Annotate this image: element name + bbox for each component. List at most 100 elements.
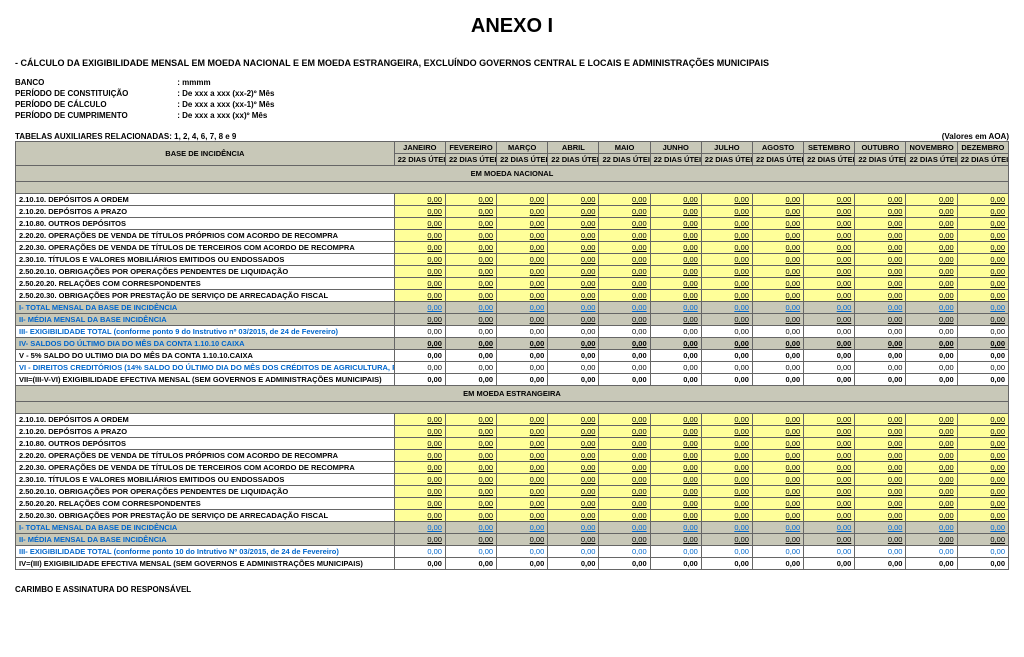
- cell-value: 0,00: [804, 314, 855, 326]
- cell-value: 0,00: [650, 534, 701, 546]
- cell-value: 0,00: [548, 450, 599, 462]
- table-row: 2.10.80. OUTROS DEPÓSITOS0,000,000,000,0…: [16, 438, 1009, 450]
- table-row: VII=(III-V-VI) EXIGIBILIDADE EFECTIVA ME…: [16, 374, 1009, 386]
- cell-value: 0,00: [752, 534, 803, 546]
- month-header: OUTUBRO: [855, 142, 906, 154]
- cell-value: 0,00: [906, 450, 957, 462]
- cell-value: 0,00: [650, 242, 701, 254]
- cell-value: 0,00: [752, 450, 803, 462]
- table-row: IV=(III) EXIGIBILIDADE EFECTIVA MENSAL (…: [16, 558, 1009, 570]
- cell-value: 0,00: [701, 498, 752, 510]
- cell-value: 0,00: [497, 242, 548, 254]
- cell-value: 0,00: [855, 266, 906, 278]
- cell-value: 0,00: [497, 438, 548, 450]
- meta-periodo-cump-value: : De xxx a xxx (xx)º Mês: [177, 111, 267, 120]
- cell-value: 0,00: [804, 218, 855, 230]
- cell-value: 0,00: [957, 302, 1008, 314]
- cell-value: 0,00: [957, 426, 1008, 438]
- row-label: 2.50.20.10. OBRIGAÇÕES POR OPERAÇÕES PEN…: [16, 486, 395, 498]
- cell-value: 0,00: [650, 254, 701, 266]
- cell-value: 0,00: [548, 302, 599, 314]
- cell-value: 0,00: [650, 426, 701, 438]
- cell-value: 0,00: [445, 462, 496, 474]
- cell-value: 0,00: [445, 486, 496, 498]
- cell-value: 0,00: [497, 534, 548, 546]
- cell-value: 0,00: [855, 474, 906, 486]
- cell-value: 0,00: [599, 314, 650, 326]
- month-header: AGOSTO: [752, 142, 803, 154]
- cell-value: 0,00: [548, 350, 599, 362]
- cell-value: 0,00: [804, 254, 855, 266]
- cell-value: 0,00: [445, 510, 496, 522]
- cell-value: 0,00: [752, 290, 803, 302]
- table-row: I- TOTAL MENSAL DA BASE DE INCIDÊNCIA0,0…: [16, 302, 1009, 314]
- cell-value: 0,00: [906, 486, 957, 498]
- row-label: 2.50.20.30. OBRIGAÇÕES POR PRESTAÇÃO DE …: [16, 290, 395, 302]
- table-row: 2.10.10. DEPÓSITOS A ORDEM0,000,000,000,…: [16, 414, 1009, 426]
- cell-value: 0,00: [599, 486, 650, 498]
- cell-value: 0,00: [957, 266, 1008, 278]
- table-row: 2.20.20. OPERAÇÕES DE VENDA DE TÍTULOS P…: [16, 230, 1009, 242]
- cell-value: 0,00: [752, 558, 803, 570]
- header-base: BASE DE INCIDÊNCIA: [16, 142, 395, 166]
- cell-value: 0,00: [445, 350, 496, 362]
- cell-value: 0,00: [548, 438, 599, 450]
- cell-value: 0,00: [906, 278, 957, 290]
- cell-value: 0,00: [394, 374, 445, 386]
- cell-value: 0,00: [906, 230, 957, 242]
- cell-value: 0,00: [701, 462, 752, 474]
- main-table: BASE DE INCIDÊNCIA JANEIRO FEVEREIRO MAR…: [15, 141, 1009, 570]
- cell-value: 0,00: [650, 486, 701, 498]
- cell-value: 0,00: [650, 326, 701, 338]
- cell-value: 0,00: [599, 194, 650, 206]
- cell-value: 0,00: [599, 326, 650, 338]
- cell-value: 0,00: [752, 546, 803, 558]
- dias-header: 22 DIAS ÚTEIS: [957, 154, 1008, 166]
- cell-value: 0,00: [701, 426, 752, 438]
- cell-value: 0,00: [701, 326, 752, 338]
- cell-value: 0,00: [957, 374, 1008, 386]
- cell-value: 0,00: [752, 498, 803, 510]
- cell-value: 0,00: [804, 302, 855, 314]
- cell-value: 0,00: [957, 314, 1008, 326]
- cell-value: 0,00: [752, 414, 803, 426]
- cell-value: 0,00: [599, 290, 650, 302]
- cell-value: 0,00: [957, 522, 1008, 534]
- cell-value: 0,00: [548, 314, 599, 326]
- cell-value: 0,00: [804, 266, 855, 278]
- cell-value: 0,00: [855, 522, 906, 534]
- cell-value: 0,00: [394, 206, 445, 218]
- cell-value: 0,00: [445, 278, 496, 290]
- meta-banco: BANCO : mmmm: [15, 78, 1009, 87]
- cell-value: 0,00: [650, 278, 701, 290]
- table-row: 2.20.30. OPERAÇÕES DE VENDA DE TÍTULOS D…: [16, 242, 1009, 254]
- cell-value: 0,00: [752, 510, 803, 522]
- cell-value: 0,00: [957, 218, 1008, 230]
- cell-value: 0,00: [804, 350, 855, 362]
- cell-value: 0,00: [701, 558, 752, 570]
- cell-value: 0,00: [855, 374, 906, 386]
- row-label: 2.10.10. DEPÓSITOS A ORDEM: [16, 194, 395, 206]
- cell-value: 0,00: [394, 230, 445, 242]
- cell-value: 0,00: [394, 350, 445, 362]
- cell-value: 0,00: [957, 290, 1008, 302]
- cell-value: 0,00: [650, 522, 701, 534]
- meta-periodo-const: PERÍODO DE CONSTITUIÇÃO : De xxx a xxx (…: [15, 89, 1009, 98]
- cell-value: 0,00: [804, 206, 855, 218]
- cell-value: 0,00: [650, 266, 701, 278]
- cell-value: 0,00: [650, 462, 701, 474]
- page-title: ANEXO I: [15, 15, 1009, 38]
- cell-value: 0,00: [548, 242, 599, 254]
- row-label: IV- SALDOS DO ÚLTIMO DIA DO MÊS DA CONTA…: [16, 338, 395, 350]
- cell-value: 0,00: [650, 218, 701, 230]
- cell-value: 0,00: [752, 218, 803, 230]
- meta-periodo-calc: PERÍODO DE CÁLCULO : De xxx a xxx (xx-1)…: [15, 100, 1009, 109]
- cell-value: 0,00: [497, 486, 548, 498]
- cell-value: 0,00: [497, 338, 548, 350]
- month-header: MAIO: [599, 142, 650, 154]
- cell-value: 0,00: [497, 314, 548, 326]
- cell-value: 0,00: [957, 450, 1008, 462]
- cell-value: 0,00: [497, 194, 548, 206]
- cell-value: 0,00: [445, 230, 496, 242]
- cell-value: 0,00: [548, 546, 599, 558]
